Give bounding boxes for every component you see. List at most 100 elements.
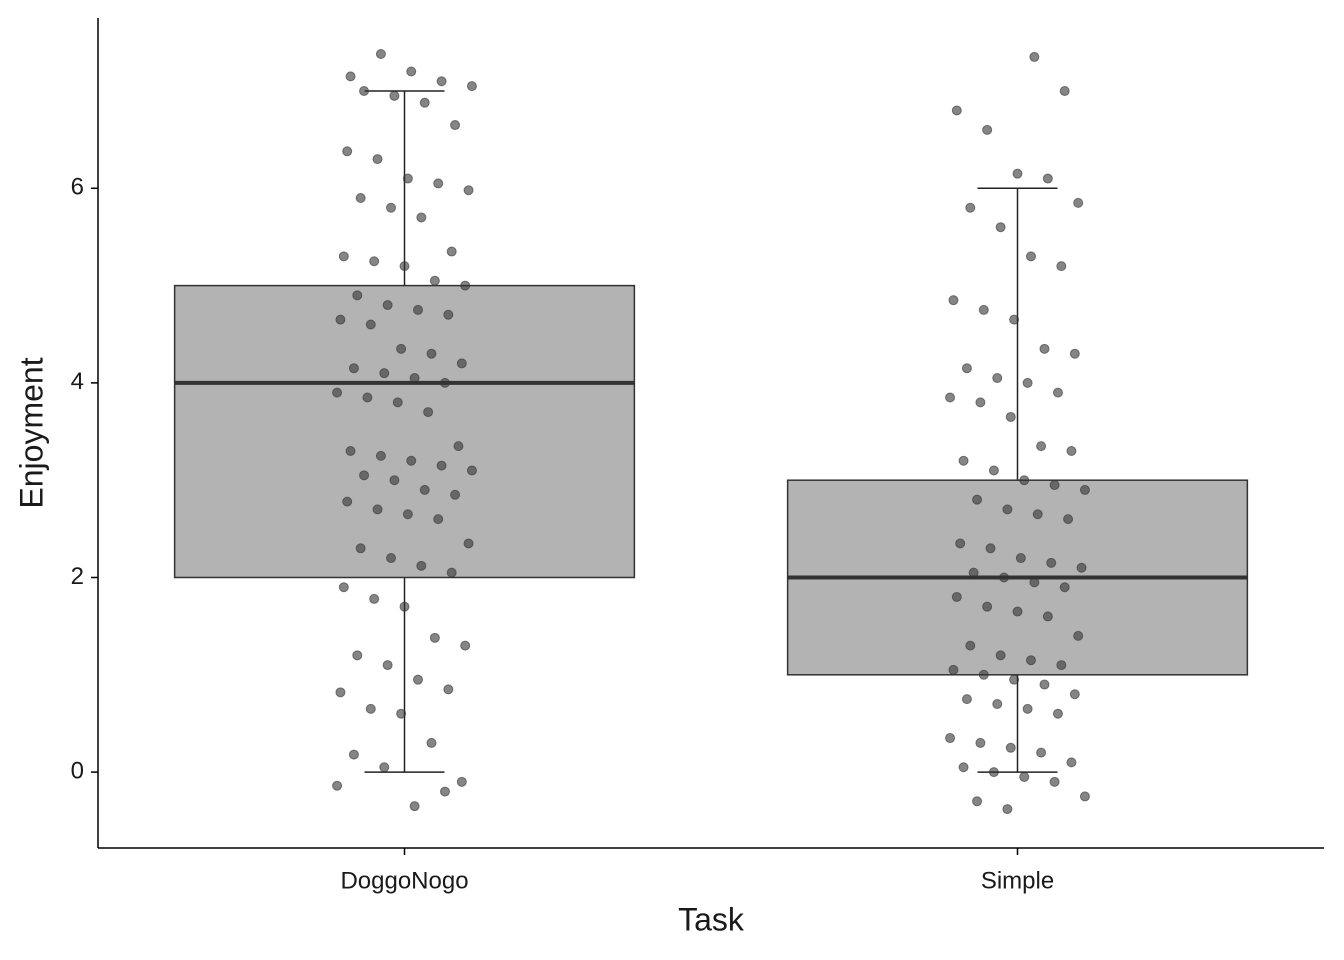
data-point [379,368,390,379]
data-point [402,509,413,520]
data-point [1066,757,1077,768]
data-point [1039,343,1050,354]
data-point [456,358,467,369]
y-axis-title: Enjoyment [13,357,49,508]
data-point [416,212,427,223]
data-point [359,470,370,481]
data-point [995,650,1006,661]
data-point [375,450,386,461]
data-point [382,660,393,671]
data-point [386,202,397,213]
data-point [365,703,376,714]
data-point [1025,251,1036,262]
data-point [392,397,403,408]
data-point [945,733,956,744]
data-point [355,543,366,554]
data-point [460,280,471,291]
data-point [985,543,996,554]
y-tick-label: 0 [71,757,84,784]
data-point [1049,480,1060,491]
data-point [1042,611,1053,622]
data-point [406,455,417,466]
data-point [961,694,972,705]
data-point [375,49,386,60]
data-point [396,343,407,354]
data-point [1069,689,1080,700]
data-point [446,246,457,257]
data-point [958,455,969,466]
data-point [439,786,450,797]
x-axis-title: Task [678,901,745,937]
data-point [419,97,430,108]
data-point [348,749,359,760]
data-point [352,650,363,661]
data-point [399,261,410,272]
data-point [1036,747,1047,758]
data-point [372,504,383,515]
data-point [446,567,457,578]
data-point [951,105,962,116]
data-point [338,251,349,262]
data-point [429,275,440,286]
data-point [345,446,356,457]
data-point [948,295,959,306]
data-point [332,780,343,791]
data-point [372,154,383,165]
data-point [988,465,999,476]
data-point [362,392,373,403]
data-point [1032,509,1043,520]
data-point [1012,606,1023,617]
data-point [1046,557,1057,568]
data-point [1036,441,1047,452]
data-point [1079,791,1090,802]
data-point [1056,261,1067,272]
data-point [342,496,353,507]
data-point [419,484,430,495]
data-point [995,222,1006,233]
data-point [426,348,437,359]
data-point [466,81,477,92]
box [173,284,636,579]
data-point [972,494,983,505]
data-point [1039,679,1050,690]
data-point [352,290,363,301]
data-point [409,373,420,384]
data-point [1019,771,1030,782]
data-point [389,475,400,486]
y-tick-label: 2 [71,563,84,590]
y-tick-label: 4 [71,368,84,395]
data-point [978,304,989,315]
data-point [1059,582,1070,593]
data-point [975,737,986,748]
data-point [399,601,410,612]
data-point [443,309,454,320]
data-point [992,373,1003,384]
data-point [1059,85,1070,96]
data-point [1066,446,1077,457]
data-point [379,762,390,773]
data-point [1005,742,1016,753]
data-point [1063,514,1074,525]
data-point [982,601,993,612]
data-point [1002,504,1013,515]
data-point [386,553,397,564]
data-point [1025,655,1036,666]
data-point [436,76,447,87]
data-point [463,538,474,549]
data-point [463,185,474,196]
data-point [412,674,423,685]
data-point [433,178,444,189]
data-point [456,776,467,787]
data-point [1029,577,1040,588]
data-point [335,687,346,698]
data-point [389,90,400,101]
data-point [416,560,427,571]
data-point [1042,173,1053,184]
data-point [396,708,407,719]
data-point [988,767,999,778]
data-point [342,146,353,157]
data-point [348,363,359,374]
data-point [1005,411,1016,422]
data-point [443,684,454,695]
